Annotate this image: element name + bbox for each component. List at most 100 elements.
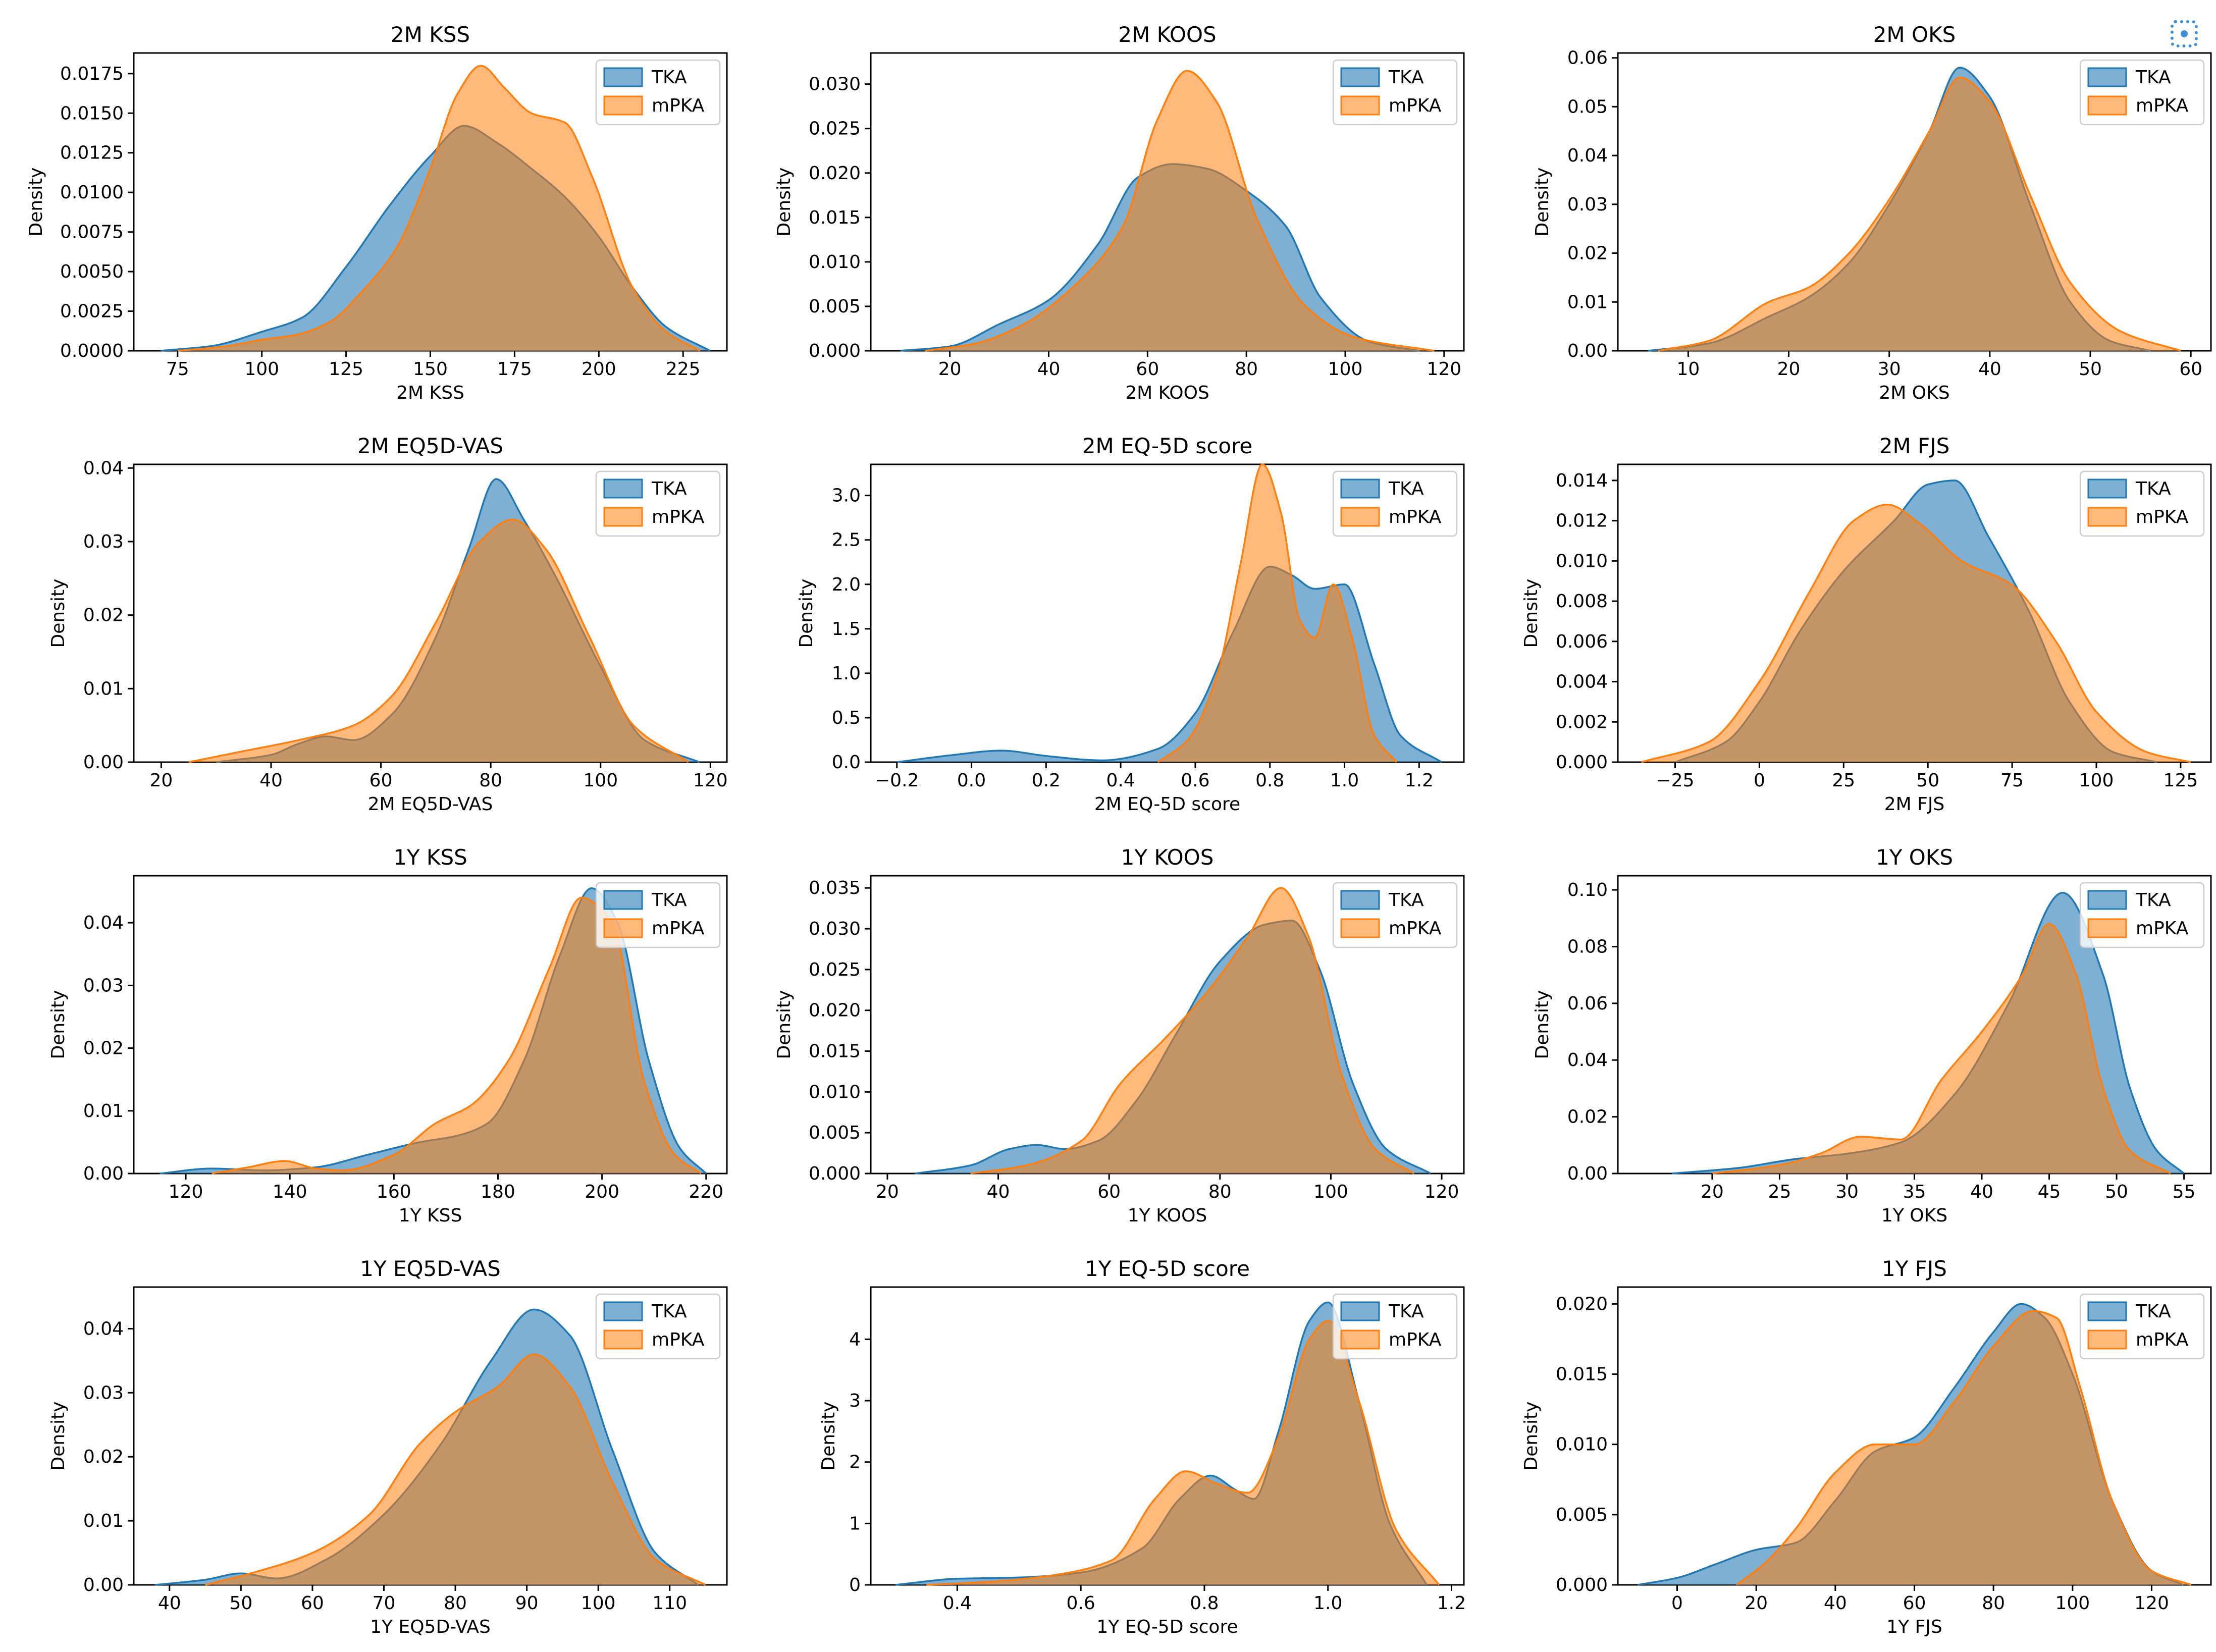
- y-tick-label: 2.0: [832, 574, 861, 595]
- x-tick-label: 45: [2038, 1182, 2061, 1202]
- y-tick-label: 0.01: [83, 1101, 124, 1122]
- legend-swatch-tka: [603, 1301, 643, 1321]
- x-tick-label: 1.0: [1313, 1593, 1342, 1614]
- legend-swatch-tka: [603, 67, 643, 87]
- y-tick-label: 0.06: [1567, 993, 1608, 1014]
- x-tick-label: 200: [585, 1182, 619, 1202]
- y-tick-label: 0.0050: [60, 261, 124, 282]
- x-tick-label: 150: [413, 359, 448, 380]
- x-tick-label: 110: [652, 1593, 687, 1614]
- chart-title: 2M EQ-5D score: [1082, 434, 1253, 458]
- y-tick-label: 0.010: [809, 1082, 861, 1102]
- tka-density-line: [915, 920, 1431, 1175]
- legend-swatch-tka: [1340, 67, 1380, 87]
- y-tick-label: 0.00: [1567, 1163, 1608, 1184]
- x-tick-label: 160: [377, 1182, 411, 1202]
- x-axis-label: 2M EQ5D-VAS: [368, 794, 493, 815]
- mpka-density-line: [188, 518, 689, 763]
- x-tick-label: 100: [583, 770, 618, 791]
- subplot: 0 20 40 60 80 100 120 0.000 0.005 0.010 0.015 0.020…: [1521, 1256, 2212, 1637]
- legend-label-mpka: mPKA: [1389, 1329, 1442, 1350]
- expand-icon[interactable]: [2171, 20, 2198, 47]
- legend-swatch-tka: [603, 890, 643, 910]
- x-tick-label: 55: [2173, 1182, 2196, 1202]
- legend-swatch-tka: [603, 478, 643, 499]
- x-tick-label: 0.4: [943, 1593, 972, 1614]
- legend-label-mpka: mPKA: [652, 918, 705, 939]
- y-tick-label: 0.004: [1556, 672, 1608, 692]
- y-axis-label: Density: [774, 168, 795, 237]
- mpka-density-area: [970, 888, 1414, 1174]
- y-axis-label: Density: [26, 168, 46, 237]
- x-tick-label: 75: [166, 359, 189, 380]
- chart-title: 1Y OKS: [1876, 845, 1953, 870]
- y-axis-label: Density: [1532, 168, 1553, 237]
- x-tick-label: 50: [229, 1593, 252, 1614]
- x-tick-label: 20: [938, 359, 962, 380]
- x-tick-label: 30: [1878, 359, 1901, 380]
- y-tick-label: 0.00: [1567, 341, 1608, 361]
- y-tick-label: 0.030: [809, 74, 861, 95]
- y-tick-label: 0.012: [1556, 511, 1608, 531]
- x-tick-label: 0: [1671, 1593, 1683, 1614]
- subplot: 40 50 60 70 80 90 100 110 0.00 0.01 0.02 0.03 0.04 1Y…: [48, 1256, 728, 1637]
- y-tick-label: 0.04: [83, 458, 124, 478]
- legend-label-tka: TKA: [2135, 890, 2171, 911]
- x-tick-label: 1.2: [1405, 770, 1434, 791]
- x-tick-label: 60: [2179, 359, 2202, 380]
- y-tick-label: 0.002: [1556, 712, 1608, 732]
- y-tick-label: 0.04: [83, 913, 124, 933]
- y-tick-label: 0.03: [83, 1382, 124, 1403]
- legend-label-mpka: mPKA: [2136, 1329, 2189, 1350]
- chart-title: 1Y FJS: [1882, 1256, 1947, 1281]
- subplot: 120 140 160 180 200 220 0.00 0.01 0.02 0.03 0.04 1Y…: [48, 845, 728, 1226]
- subplot: −0.2 0.0 0.2 0.4 0.6 0.8 1.0 1.2 0.0 0.5 1.0 1.5 2.0…: [796, 434, 1465, 815]
- x-tick-label: 0.0: [957, 770, 986, 791]
- y-tick-label: 0.06: [1567, 48, 1608, 69]
- legend-swatch-mpka: [603, 507, 643, 527]
- x-axis-label: 2M KSS: [396, 383, 464, 403]
- y-tick-label: 0.000: [1556, 752, 1608, 773]
- legend-label-mpka: mPKA: [1389, 507, 1442, 527]
- chart-title: 2M KSS: [391, 22, 470, 47]
- x-tick-label: 80: [1235, 359, 1258, 380]
- chart-title: 2M OKS: [1873, 22, 1956, 47]
- legend-label-mpka: mPKA: [2136, 507, 2189, 527]
- legend-label-mpka: mPKA: [652, 507, 705, 527]
- legend-swatch-mpka: [2087, 1329, 2127, 1350]
- y-axis-label: Density: [818, 1402, 839, 1471]
- y-tick-label: 0.02: [1567, 243, 1608, 264]
- legend-label-tka: TKA: [2135, 1301, 2171, 1322]
- x-tick-label: 40: [158, 1593, 181, 1614]
- y-tick-label: 0.02: [83, 1447, 124, 1467]
- chart-title: 1Y KOOS: [1121, 845, 1214, 870]
- x-tick-label: 50: [2079, 359, 2102, 380]
- x-tick-label: 75: [2000, 770, 2024, 791]
- legend-swatch-mpka: [2087, 95, 2127, 116]
- mpka-density-line: [1735, 1310, 2192, 1586]
- legend-swatch-mpka: [2087, 507, 2127, 527]
- chart-title: 1Y KSS: [393, 845, 467, 870]
- y-tick-label: 0.015: [809, 207, 861, 228]
- y-tick-label: 0.010: [809, 252, 861, 273]
- subplot: 20 40 60 80 100 120 0.000 0.005 0.010 0.015 0.020 0…: [774, 22, 1465, 403]
- x-tick-label: 0.6: [1067, 1593, 1095, 1614]
- x-tick-label: 30: [1835, 1182, 1859, 1202]
- y-tick-label: 0.000: [1556, 1575, 1608, 1595]
- y-tick-label: 0.0000: [60, 341, 124, 361]
- x-tick-label: 0.2: [1032, 770, 1061, 791]
- x-tick-label: 125: [2164, 770, 2198, 791]
- mpka-density-area: [1158, 464, 1397, 762]
- x-tick-label: 60: [1136, 359, 1159, 380]
- x-tick-label: 1.0: [1330, 770, 1359, 791]
- legend-label-mpka: mPKA: [2136, 918, 2189, 939]
- x-axis-label: 1Y OKS: [1881, 1205, 1947, 1226]
- mpka-density-area: [188, 519, 689, 762]
- x-tick-label: 40: [1978, 359, 2001, 380]
- y-tick-label: 2: [849, 1452, 861, 1473]
- legend-label-mpka: mPKA: [2136, 95, 2189, 116]
- subplot: 75 100 125 150 175 200 225 0.0000 0.0025 0.0050 0.…: [26, 22, 728, 403]
- y-axis-label: Density: [48, 990, 69, 1059]
- legend: TKA mPKA: [1332, 470, 1458, 537]
